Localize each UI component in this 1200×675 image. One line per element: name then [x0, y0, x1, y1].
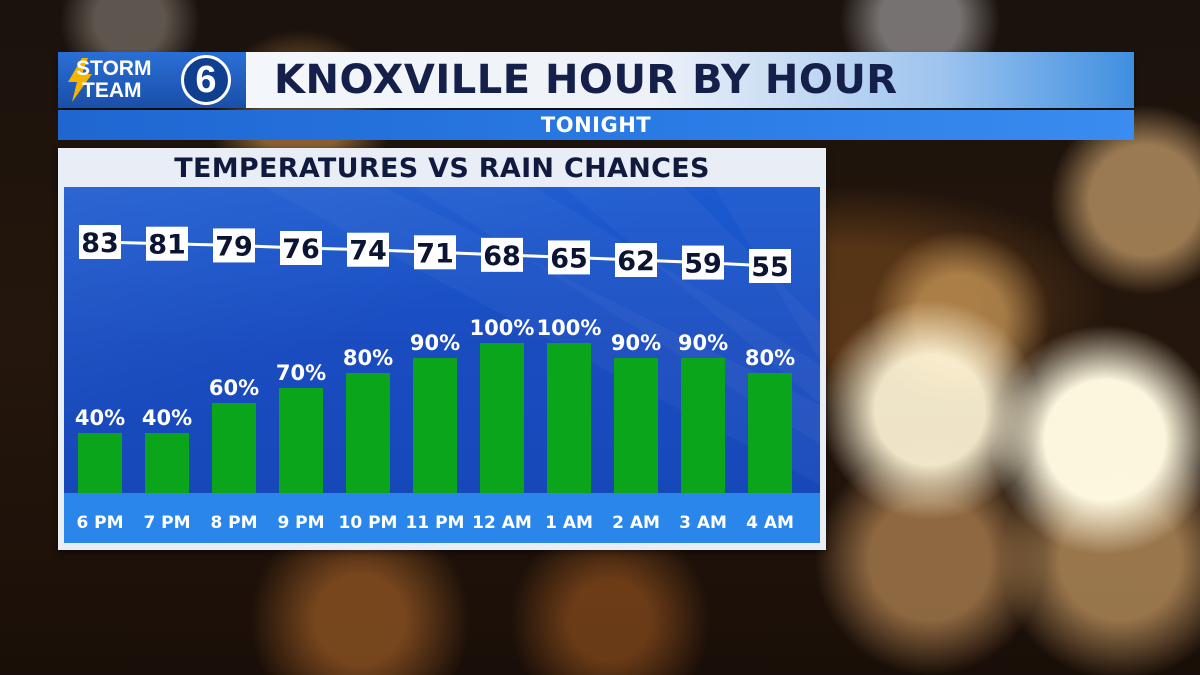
rain-chance-label: 80% — [343, 346, 393, 370]
temperature-label: 68 — [483, 241, 521, 272]
x-tick-label: 3 AM — [679, 513, 727, 533]
chart-panel: TEMPERATURES VS RAIN CHANCES 40% 6 PM 40% 7… — [58, 148, 826, 550]
logo-channel-number: 6 — [181, 55, 231, 105]
x-tick-label: 10 PM — [339, 513, 398, 533]
temperature-label: 74 — [349, 236, 387, 267]
rain-chance-label: 80% — [745, 346, 795, 370]
temperature-point — [347, 232, 389, 267]
page-title: KNOXVILLE HOUR BY HOUR — [274, 57, 898, 103]
logo-team-text: TEAM — [82, 79, 142, 102]
rain-chance-label: 40% — [142, 406, 192, 430]
temperature-point — [79, 225, 121, 259]
temperature-label: 76 — [282, 234, 320, 265]
x-tick-label: 7 PM — [143, 513, 190, 533]
temperature-label: 59 — [684, 249, 722, 280]
temperature-point — [682, 245, 724, 280]
x-tick-label: 12 AM — [472, 513, 532, 533]
rain-chance-bar — [480, 343, 524, 493]
rain-chance-bar — [413, 358, 457, 493]
temperature-point — [548, 240, 590, 275]
chart-title: TEMPERATURES VS RAIN CHANCES — [174, 153, 710, 184]
x-tick-label: 2 AM — [612, 513, 660, 533]
temperature-point — [414, 235, 456, 270]
rain-chance-bar — [681, 358, 725, 493]
x-tick-label: 8 PM — [210, 513, 257, 533]
temperature-point — [481, 237, 523, 272]
rain-chance-label: 40% — [75, 406, 125, 430]
temperature-point — [615, 243, 657, 277]
rain-chance-label: 100% — [470, 316, 535, 340]
rain-chance-label: 70% — [276, 361, 326, 385]
x-tick-label: 1 AM — [545, 513, 593, 533]
storm-team-6-logo: STORM TEAM 6 — [58, 52, 246, 108]
temperature-point — [146, 226, 188, 261]
temperature-rain-chart: 40% 6 PM 40% 7 PM 60% 8 PM 70% 9 PM 80% 10 PM 90% 1… — [64, 225, 820, 543]
rain-chance-bar — [212, 403, 256, 493]
rain-chance-label: 100% — [537, 316, 602, 340]
temperature-label: 55 — [751, 252, 789, 283]
temperature-point — [749, 249, 791, 283]
logo-storm-text: STORM — [76, 57, 152, 80]
temperature-label: 65 — [550, 243, 588, 274]
temperature-label: 81 — [148, 230, 186, 261]
lightning-bolt-icon — [68, 58, 92, 102]
rain-chance-bar — [547, 343, 591, 493]
temperature-point — [213, 228, 255, 263]
rain-chance-bar — [748, 373, 792, 493]
rain-chance-label: 90% — [611, 331, 661, 355]
subheader-bar: TONIGHT — [58, 110, 1134, 140]
x-tick-label: 6 PM — [76, 513, 123, 533]
x-tick-label: 11 PM — [406, 513, 465, 533]
rain-chance-label: 60% — [209, 376, 259, 400]
rain-chance-bar — [78, 433, 122, 493]
temperature-label: 79 — [215, 231, 253, 262]
rain-chance-bar — [279, 388, 323, 493]
chart-plot-area: 40% 6 PM 40% 7 PM 60% 8 PM 70% 9 PM 80% 10 PM 90% 1… — [64, 187, 820, 543]
rain-chance-bar — [145, 433, 189, 493]
temperature-point — [280, 231, 322, 265]
x-tick-label: 4 AM — [746, 513, 794, 533]
x-axis-band — [64, 493, 820, 543]
rain-chance-label: 90% — [678, 331, 728, 355]
rain-chance-bar — [346, 373, 390, 493]
rain-chance-label: 90% — [410, 331, 460, 355]
temperature-label: 71 — [416, 238, 454, 269]
x-tick-label: 9 PM — [277, 513, 324, 533]
temperature-label: 62 — [617, 246, 655, 277]
header-bar: STORM TEAM 6 KNOXVILLE HOUR BY HOUR — [58, 52, 1134, 108]
rain-chance-bar — [614, 358, 658, 493]
temperature-label: 83 — [81, 228, 119, 259]
subheader-label: TONIGHT — [540, 113, 652, 137]
